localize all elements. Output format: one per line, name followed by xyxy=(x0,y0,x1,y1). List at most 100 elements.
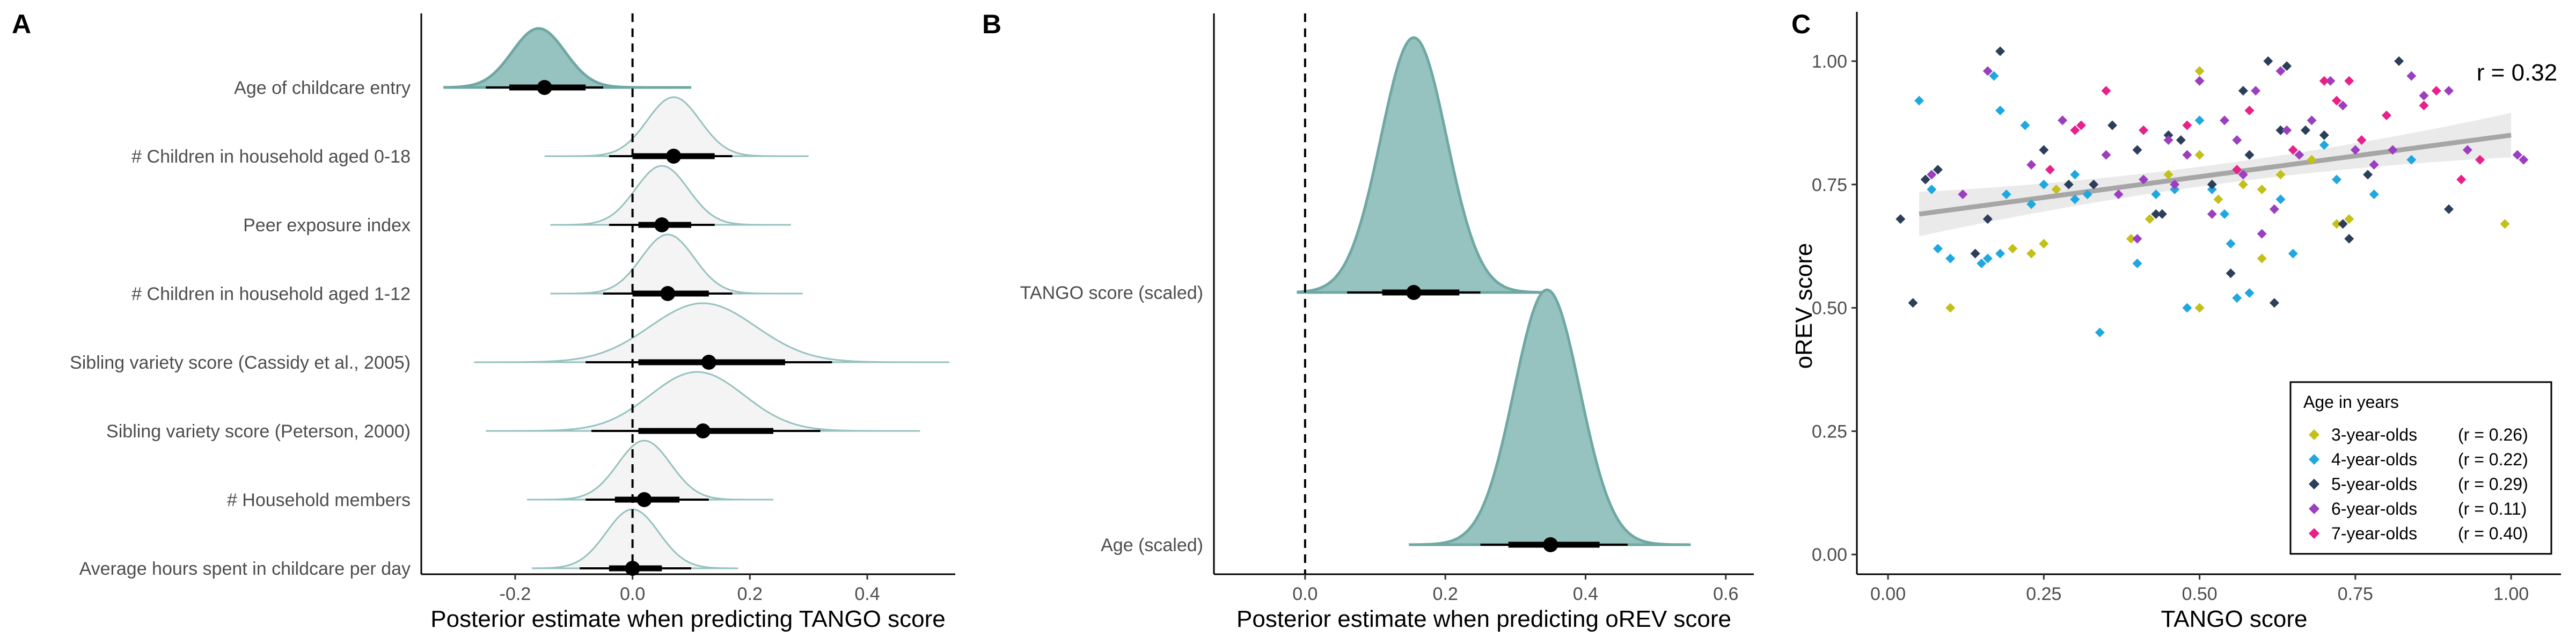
point-7-year-olds-12 xyxy=(2357,135,2367,145)
point-6-year-olds-31 xyxy=(2444,86,2454,96)
point-6-year-olds-23 xyxy=(2307,115,2317,126)
x-tick-label: 0.0 xyxy=(1292,584,1318,604)
point-5-year-olds-18 xyxy=(2226,268,2236,279)
x-tick-label: 0.00 xyxy=(1870,584,1906,604)
legend-label-2: 5-year-olds xyxy=(2331,474,2417,494)
panel-b-x-axis-title: Posterior estimate when predicting oREV … xyxy=(1236,606,1731,632)
point-6-year-olds-25 xyxy=(2338,100,2348,111)
x-tick-label: 0.75 xyxy=(2338,584,2373,604)
panel-a-posterior-tango: -0.2 0.0 0.2 0.4 Age of childcare entry # Chi… xyxy=(70,13,955,604)
point-7-year-olds-15 xyxy=(2431,86,2441,96)
point-6-year-olds-24 xyxy=(2325,76,2336,86)
density-0 xyxy=(1297,36,1553,294)
point-6-year-olds-4 xyxy=(2058,115,2068,126)
y-tick-label: 0.00 xyxy=(1812,545,1847,565)
legend-key-0 xyxy=(2309,429,2319,440)
point-5-year-olds-20 xyxy=(2244,150,2255,160)
point-6-year-olds-34 xyxy=(2519,155,2529,165)
point-7-year-olds-4 xyxy=(2139,125,2149,135)
point-4-year-olds-2 xyxy=(1945,253,1956,264)
point-3-year-olds-10 xyxy=(2194,303,2205,313)
point-6-year-olds-19 xyxy=(2269,204,2279,214)
row-label-0: Age of childcare entry xyxy=(234,78,411,98)
point-4-year-olds-31 xyxy=(2369,189,2379,200)
point-6-year-olds-16 xyxy=(2238,170,2248,180)
point-estimate-0 xyxy=(537,80,552,95)
point-6-year-olds-33 xyxy=(2512,150,2522,160)
point-4-year-olds-17 xyxy=(2132,258,2142,268)
panel-b-posterior-orev: 0.0 0.2 0.4 0.6 TANGO score (scaled) Age (sca… xyxy=(1020,13,1754,604)
point-5-year-olds-31 xyxy=(2444,204,2454,214)
row-label-6: # Household members xyxy=(227,490,411,510)
point-5-year-olds-22 xyxy=(2269,298,2279,308)
y-tick-label: 0.75 xyxy=(1812,175,1847,195)
point-7-year-olds-10 xyxy=(2332,96,2342,106)
density-4 xyxy=(474,302,950,363)
row-label-1: # Children in household aged 0-18 xyxy=(131,147,411,167)
point-7-year-olds-7 xyxy=(2244,105,2255,115)
row-label-2: Peer exposure index xyxy=(243,215,411,236)
point-estimate-7 xyxy=(625,561,640,576)
point-5-year-olds-12 xyxy=(2151,209,2161,219)
point-4-year-olds-30 xyxy=(2332,174,2342,185)
density-6 xyxy=(526,440,774,501)
point-estimate-4 xyxy=(701,355,716,370)
point-6-year-olds-10 xyxy=(2170,179,2180,189)
point-estimate-6 xyxy=(636,492,652,507)
row-label-4: Sibling variety score (Cassidy et al., 2… xyxy=(70,353,411,373)
point-3-year-olds-1 xyxy=(2008,244,2018,254)
y-tick-label: 0.25 xyxy=(1812,421,1847,442)
x-tick-label: 0.50 xyxy=(2182,584,2217,604)
point-4-year-olds-8 xyxy=(2020,120,2030,130)
legend-r-2: (r = 0.29) xyxy=(2458,474,2528,494)
point-3-year-olds-0 xyxy=(1945,303,1956,313)
point-5-year-olds-5 xyxy=(1982,214,1993,224)
point-4-year-olds-13 xyxy=(2070,170,2080,180)
legend-key-3 xyxy=(2309,503,2319,514)
point-5-year-olds-30 xyxy=(2394,56,2404,66)
overall-r-label: r = 0.32 xyxy=(2477,60,2557,86)
point-7-year-olds-5 xyxy=(2182,120,2192,130)
legend-r-4: (r = 0.40) xyxy=(2458,524,2528,543)
point-estimate-2 xyxy=(654,217,670,232)
point-4-year-olds-33 xyxy=(1989,71,1999,81)
point-estimate-3 xyxy=(660,286,676,301)
legend-key-2 xyxy=(2309,479,2319,489)
density-3 xyxy=(550,233,803,295)
density-0 xyxy=(443,27,691,89)
point-4-year-olds-10 xyxy=(1995,105,2006,115)
point-5-year-olds-24 xyxy=(2282,61,2292,71)
point-5-year-olds-1 xyxy=(1908,298,1918,308)
point-4-year-olds-11 xyxy=(2039,179,2049,189)
legend-r-0: (r = 0.26) xyxy=(2458,425,2528,444)
point-3-year-olds-8 xyxy=(2194,150,2205,160)
point-6-year-olds-18 xyxy=(2257,229,2267,239)
panel-c-scatter: 0.00 0.25 0.50 0.75 1.00 0.00 0.25 0.50 0.75 1.00… xyxy=(1812,12,2561,604)
point-4-year-olds-16 xyxy=(2095,327,2105,338)
point-6-year-olds-20 xyxy=(2275,66,2286,76)
point-4-year-olds-4 xyxy=(1977,258,1987,268)
point-5-year-olds-17 xyxy=(2207,179,2217,189)
point-7-year-olds-2 xyxy=(2076,120,2086,130)
x-tick-label: 0.4 xyxy=(1573,584,1598,604)
point-6-year-olds-6 xyxy=(2113,189,2124,200)
point-6-year-olds-2 xyxy=(1982,66,1993,76)
point-3-year-olds-3 xyxy=(2039,239,2049,249)
point-4-year-olds-25 xyxy=(2244,288,2255,298)
point-6-year-olds-14 xyxy=(2220,115,2230,126)
point-6-year-olds-9 xyxy=(2163,135,2174,145)
point-6-year-olds-17 xyxy=(2251,86,2261,96)
point-6-year-olds-21 xyxy=(2282,125,2292,135)
point-6-year-olds-5 xyxy=(2101,150,2111,160)
point-estimate-1 xyxy=(666,149,682,164)
point-3-year-olds-6 xyxy=(2145,214,2155,224)
point-5-year-olds-25 xyxy=(2300,125,2310,135)
point-4-year-olds-29 xyxy=(2319,140,2329,150)
point-6-year-olds-7 xyxy=(2132,233,2142,244)
point-7-year-olds-11 xyxy=(2344,76,2354,86)
legend-r-1: (r = 0.22) xyxy=(2458,450,2528,469)
point-4-year-olds-5 xyxy=(1982,253,1993,264)
legend-label-3: 6-year-olds xyxy=(2331,499,2417,518)
point-6-year-olds-15 xyxy=(2232,135,2242,145)
